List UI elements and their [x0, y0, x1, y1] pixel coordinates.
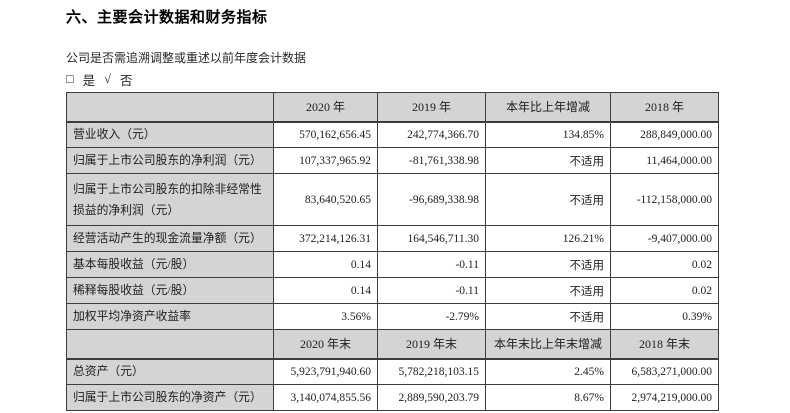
cell-value: 126.21%	[485, 225, 611, 252]
cell-value: 6,583,271,000.00	[610, 358, 719, 385]
cell-value: 2,889,590,203.79	[377, 384, 486, 411]
cell-value: 2.45%	[485, 358, 611, 385]
row-label: 总资产（元）	[66, 358, 274, 385]
cell-value: 0.02	[610, 277, 719, 304]
row-label: 归属于上市公司股东的扣除非经常性损益的净利润（元）	[66, 173, 274, 226]
cell-value: 0.39%	[610, 303, 719, 330]
cell-value: 3.56%	[273, 303, 378, 330]
cell-value: 0.14	[273, 251, 378, 278]
yes-label: 是	[82, 74, 96, 88]
cell-value: 134.85%	[485, 121, 611, 148]
row-label: 归属于上市公司股东的净资产（元）	[66, 384, 274, 411]
row-label: 稀释每股收益（元/股）	[66, 277, 274, 304]
cell-value: 不适用	[485, 251, 611, 278]
cell-value: -112,158,000.00	[610, 173, 719, 226]
cell-value: 0.14	[273, 277, 378, 304]
cell-value: 3,140,074,855.56	[273, 384, 378, 411]
col-header-year-end-change: 本年末比上年末增减	[485, 329, 611, 360]
table-row-net-profit-excl-nonrecurring: 归属于上市公司股东的扣除非经常性损益的净利润（元） 83,640,520.65 …	[66, 173, 719, 226]
cell-value: 不适用	[485, 277, 611, 304]
restatement-answer-line: □ 是 √ 否	[66, 70, 132, 89]
restatement-question: 公司是否需追溯调整或重述以前年度会计数据	[66, 51, 307, 65]
cell-value: 5,782,218,103.15	[377, 358, 486, 385]
row-label: 基本每股收益（元/股）	[66, 251, 274, 278]
row-label: 归属于上市公司股东的净利润（元）	[66, 147, 274, 174]
cell-value: 0.02	[610, 251, 719, 278]
section-title: 六、主要会计数据和财务指标	[66, 8, 268, 26]
cell-value: 11,464,000.00	[610, 147, 719, 174]
financial-indicators-table: 2020 年 2019 年 本年比上年增减 2018 年 营业收入（元） 570…	[66, 92, 719, 411]
cell-value: 83,640,520.65	[273, 173, 378, 226]
cell-value: -2.79%	[377, 303, 486, 330]
cell-value: 5,923,791,940.60	[273, 358, 378, 385]
col-header-2018: 2018 年	[610, 92, 719, 123]
col-header-2020-end: 2020 年末	[273, 329, 378, 360]
table-row-net-profit: 归属于上市公司股东的净利润（元） 107,337,965.92 -81,761,…	[66, 147, 719, 174]
cell-value: 2,974,219,000.00	[610, 384, 719, 411]
cell-value: 288,849,000.00	[610, 121, 719, 148]
cell-value: 570,162,656.45	[273, 121, 378, 148]
col-header-yoy-change: 本年比上年增减	[485, 92, 611, 123]
cell-value: 242,774,366.70	[377, 121, 486, 148]
cell-value: 不适用	[485, 173, 611, 226]
cell-value: -0.11	[377, 277, 486, 304]
table-header-annual: 2020 年 2019 年 本年比上年增减 2018 年	[66, 92, 719, 123]
cell-value: 107,337,965.92	[273, 147, 378, 174]
table-header-year-end: 2020 年末 2019 年末 本年末比上年末增减 2018 年末	[66, 329, 719, 360]
col-header-2019-end: 2019 年末	[377, 329, 486, 360]
cell-value: -96,689,338.98	[377, 173, 486, 226]
col-header-2019: 2019 年	[377, 92, 486, 123]
row-label: 加权平均净资产收益率	[66, 303, 274, 330]
table-row-diluted-eps: 稀释每股收益（元/股） 0.14 -0.11 不适用 0.02	[66, 277, 719, 304]
col-header-2018-end: 2018 年末	[610, 329, 719, 360]
col-header-2020: 2020 年	[273, 92, 378, 123]
table-row-net-assets: 归属于上市公司股东的净资产（元） 3,140,074,855.56 2,889,…	[66, 384, 719, 411]
cell-value: 不适用	[485, 303, 611, 330]
cell-value: -0.11	[377, 251, 486, 278]
row-label: 经营活动产生的现金流量净额（元）	[66, 225, 274, 252]
table-row-revenue: 营业收入（元） 570,162,656.45 242,774,366.70 13…	[66, 121, 719, 148]
table-row-total-assets: 总资产（元） 5,923,791,940.60 5,782,218,103.15…	[66, 358, 719, 385]
cell-value: -9,407,000.00	[610, 225, 719, 252]
table-row-operating-cash-flow: 经营活动产生的现金流量净额（元） 372,214,126.31 164,546,…	[66, 225, 719, 252]
cell-value: 8.67%	[485, 384, 611, 411]
check-icon[interactable]: √	[104, 72, 111, 86]
cell-value: 164,546,711.30	[377, 225, 486, 252]
table-row-weighted-avg-roe: 加权平均净资产收益率 3.56% -2.79% 不适用 0.39%	[66, 303, 719, 330]
cell-value: 372,214,126.31	[273, 225, 378, 252]
col-header-blank	[66, 92, 274, 123]
yes-checkbox-icon[interactable]: □	[66, 72, 74, 86]
no-label: 否	[119, 74, 133, 88]
cell-value: -81,761,338.98	[377, 147, 486, 174]
col-header-blank-2	[66, 329, 274, 360]
row-label: 营业收入（元）	[66, 121, 274, 148]
table-row-basic-eps: 基本每股收益（元/股） 0.14 -0.11 不适用 0.02	[66, 251, 719, 278]
cell-value: 不适用	[485, 147, 611, 174]
